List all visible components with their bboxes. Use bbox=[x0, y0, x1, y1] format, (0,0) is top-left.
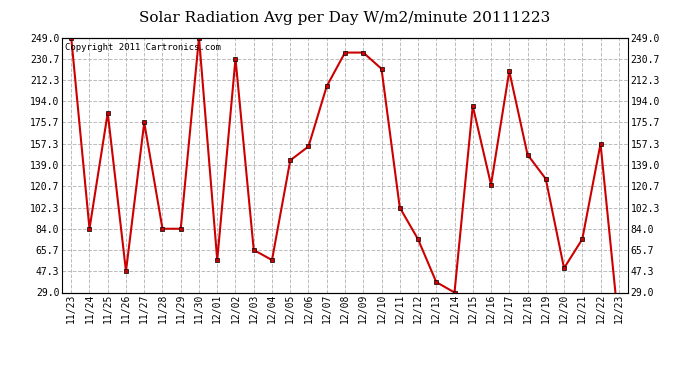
Text: Solar Radiation Avg per Day W/m2/minute 20111223: Solar Radiation Avg per Day W/m2/minute … bbox=[139, 11, 551, 25]
Text: Copyright 2011 Cartronics.com: Copyright 2011 Cartronics.com bbox=[65, 43, 221, 52]
